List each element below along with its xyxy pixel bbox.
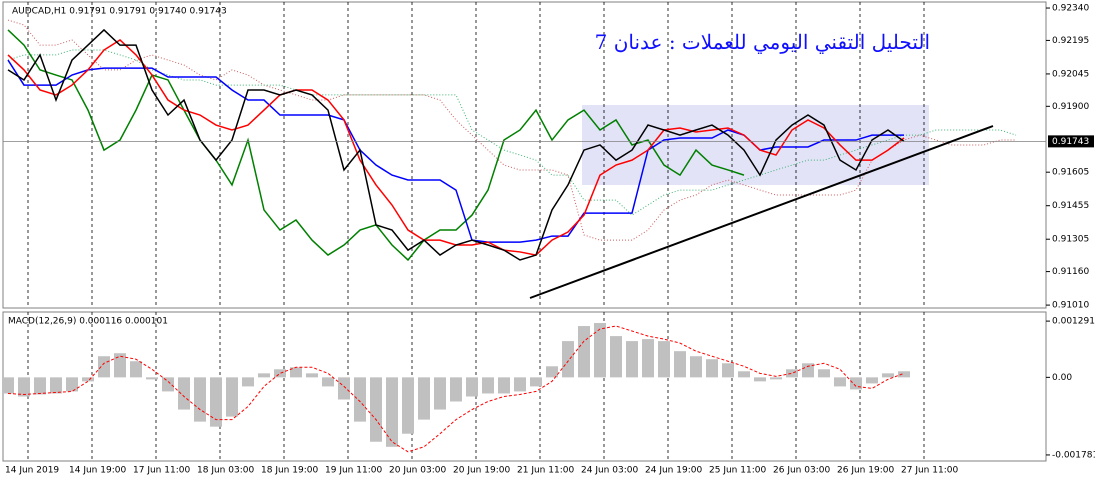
- histogram-bar: [418, 377, 430, 420]
- y-tick-label: 0.92045: [1052, 69, 1089, 79]
- histogram-bar: [338, 377, 350, 400]
- y-tick-label: 0.001291: [1052, 317, 1095, 327]
- histogram-bar: [642, 339, 654, 378]
- y-tick-label: -0.001781: [1052, 450, 1095, 460]
- x-tick-label: 18 Jun 19:00: [261, 466, 318, 476]
- histogram-bar: [866, 377, 878, 384]
- histogram-bar: [850, 377, 862, 390]
- histogram-bar: [370, 377, 382, 442]
- x-tick-label: 17 Jun 11:00: [133, 466, 190, 476]
- y-tick-label: 0.91455: [1052, 201, 1089, 211]
- histogram-bar: [658, 341, 670, 378]
- series-line: [7, 325, 905, 453]
- histogram-bar: [354, 377, 366, 422]
- y-tick-label: 0.92340: [1052, 4, 1089, 14]
- histogram-bar: [626, 341, 638, 378]
- histogram-bar: [594, 323, 606, 378]
- layer: 0.92340 0.92195 0.92045 0.91900 0.91605 0.914…: [2, 2, 1095, 476]
- y-tick-label: 0.92195: [1052, 36, 1089, 46]
- symbol-header: AUDCAD,H1 0.91791 0.91791 0.91740 0.9174…: [12, 7, 227, 17]
- histogram-bar: [466, 377, 478, 397]
- histogram-bar: [306, 373, 318, 378]
- histogram-bar: [130, 361, 142, 378]
- histogram-bar: [498, 377, 510, 394]
- y-tick-label: 0.91010: [1052, 301, 1089, 311]
- histogram-bar: [242, 377, 254, 387]
- histogram-bar: [162, 377, 174, 392]
- histogram-bar: [482, 377, 494, 394]
- histogram-bar: [770, 377, 782, 380]
- histogram-bar: [450, 377, 462, 402]
- x-tick-label: 19 Jun 11:00: [325, 466, 382, 476]
- histogram-bar: [754, 377, 766, 382]
- histogram-bar: [546, 366, 558, 378]
- x-tick-label: 26 Jun 03:00: [773, 466, 830, 476]
- x-tick-label: 14 Jun 19:00: [69, 466, 126, 476]
- series-line: [7, 28, 905, 261]
- histogram-bar: [434, 377, 446, 410]
- x-tick-label: 24 Jun 19:00: [645, 466, 702, 476]
- histogram-bar: [2, 377, 14, 394]
- y-tick-label: 0.91900: [1052, 102, 1089, 112]
- histogram-bar: [402, 377, 414, 434]
- histogram-bar: [706, 359, 718, 378]
- histogram-bar: [322, 377, 334, 387]
- histogram-bar: [114, 353, 126, 378]
- histogram-bar: [722, 363, 734, 378]
- x-tick-label: 24 Jun 03:00: [581, 466, 638, 476]
- histogram-bar: [898, 371, 910, 378]
- y-tick-label: 0.00: [1052, 373, 1072, 383]
- histogram-bar: [578, 326, 590, 378]
- histogram-bar: [18, 377, 30, 397]
- last-price-label: 0.91743: [1052, 137, 1089, 147]
- x-tick-label: 25 Jun 11:00: [709, 466, 766, 476]
- last-price-box: [1048, 135, 1094, 148]
- histogram-bar: [98, 356, 110, 378]
- histogram-bar: [258, 373, 270, 378]
- histogram-bar: [274, 369, 286, 378]
- histogram-bar: [610, 336, 622, 378]
- histogram-bar: [50, 377, 62, 394]
- histogram-bar: [562, 341, 574, 378]
- histogram-bar: [882, 373, 894, 378]
- histogram-bar: [834, 377, 846, 387]
- y-tick-label: 0.91605: [1052, 168, 1089, 178]
- histogram-bar: [738, 371, 750, 378]
- histogram-bar: [690, 356, 702, 378]
- histogram-bar: [194, 377, 206, 422]
- x-tick-label: 27 Jun 11:00: [901, 466, 958, 476]
- series-line: [7, 19, 1016, 241]
- histogram-bar: [226, 377, 238, 417]
- histogram-bar: [178, 377, 190, 410]
- histogram-bar: [82, 377, 94, 382]
- histogram-bar: [818, 369, 830, 378]
- histogram-bar: [290, 367, 302, 378]
- histogram-bar: [802, 363, 814, 378]
- histogram-bar: [210, 377, 222, 427]
- chart-title: التحليل التقني اليومي للعملات : عدنان 7: [594, 30, 930, 54]
- histogram-bar: [674, 351, 686, 378]
- y-tick-label: 0.91305: [1052, 235, 1089, 245]
- x-tick-label: 26 Jun 19:00: [837, 466, 894, 476]
- histogram-bar: [514, 377, 526, 392]
- histogram-bar: [66, 377, 78, 392]
- macd-header: MACD(12,26,9) 0.000116 0.000101: [8, 317, 168, 327]
- x-tick-label: 18 Jun 03:00: [197, 466, 254, 476]
- histogram-bar: [786, 369, 798, 378]
- histogram-bar: [34, 377, 46, 395]
- y-tick-label: 0.91160: [1052, 267, 1089, 277]
- x-tick-label: 21 Jun 11:00: [517, 466, 574, 476]
- trend-line: [529, 125, 994, 299]
- histogram-bar: [386, 377, 398, 447]
- histogram-bar: [530, 377, 542, 387]
- x-tick-label: 20 Jun 19:00: [453, 466, 510, 476]
- x-tick-label: 20 Jun 03:00: [389, 466, 446, 476]
- histogram-bar: [146, 377, 158, 380]
- x-tick-label: 14 Jun 2019: [5, 466, 59, 476]
